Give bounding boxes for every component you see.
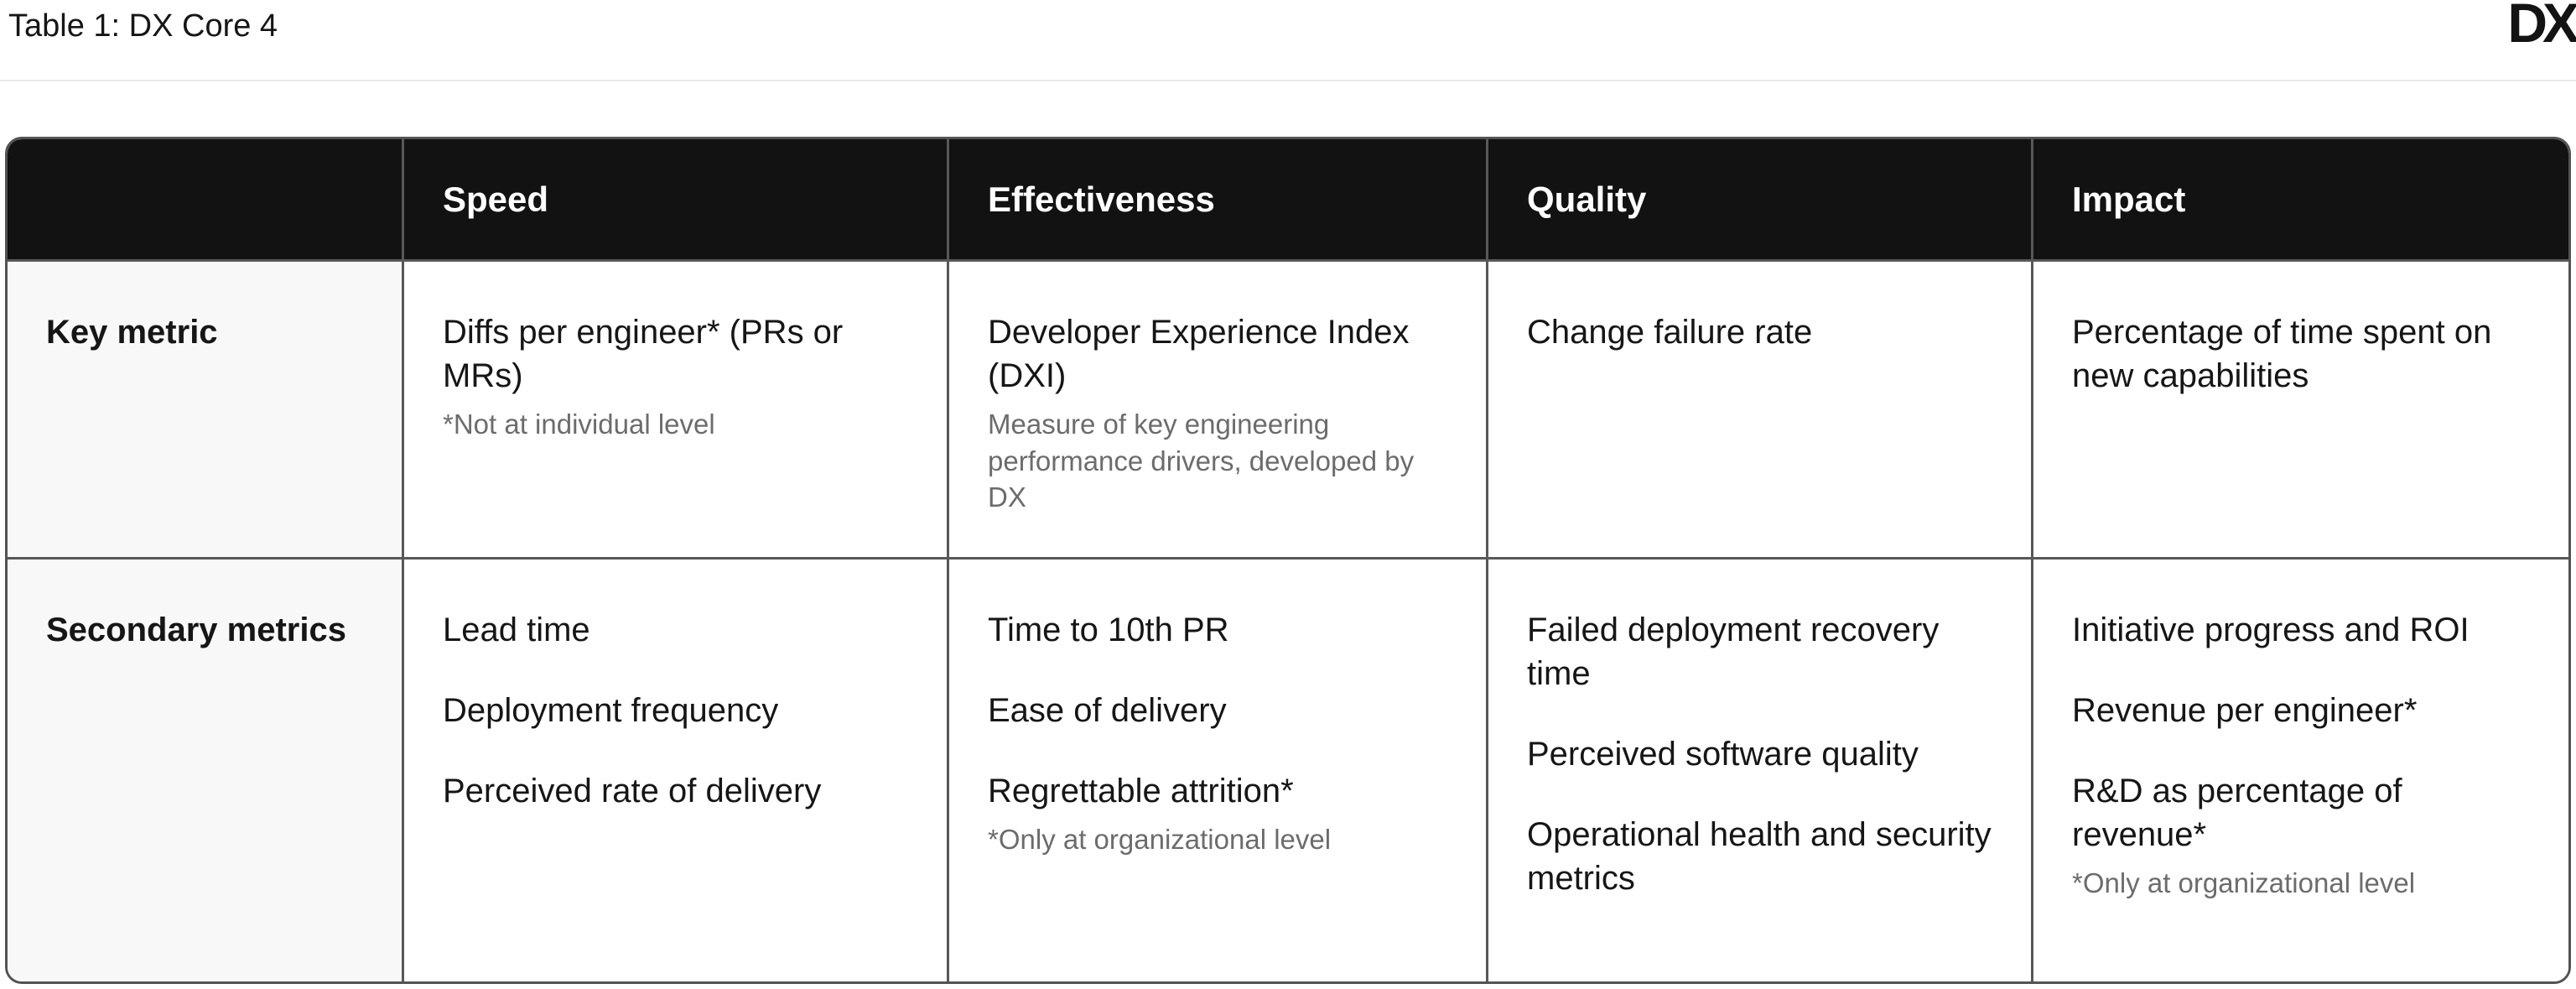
metric-item: Ease of delivery: [988, 689, 1454, 732]
metric-item: Operational health and security metrics: [1527, 813, 1999, 900]
metric-item: Revenue per engineer*: [2072, 689, 2537, 732]
table-corner-cell: [8, 139, 404, 262]
metric-footnote: *Only at organizational level: [988, 824, 1332, 855]
row-label-secondary-metrics: Secondary metrics: [8, 560, 404, 981]
row-label-text: Secondary metrics: [46, 612, 346, 648]
metric-main-text: Deployment frequency: [443, 692, 779, 729]
column-header-impact: Impact: [2033, 139, 2568, 262]
top-bar: Table 1: DX Core 4 DX: [0, 0, 2576, 81]
metric-item: Initiative progress and ROI: [2072, 608, 2537, 652]
page-title: Table 1: DX Core 4: [8, 8, 278, 44]
metric-main-text: R&D as percentage of revenue*: [2072, 773, 2402, 853]
column-header-label: Impact: [2072, 179, 2186, 219]
metric-main-text: Perceived software quality: [1527, 736, 1919, 773]
metric-item: Perceived software quality: [1527, 732, 1999, 776]
row-label-key-metric: Key metric: [8, 262, 404, 560]
metric-main-text: Perceived rate of delivery: [443, 773, 822, 809]
cell-secondary-metrics-effectiveness: Time to 10th PR Ease of delivery Regrett…: [949, 560, 1488, 981]
cell-secondary-metrics-quality: Failed deployment recovery time Perceive…: [1488, 560, 2033, 981]
metric-footnote: *Only at organizational level: [2072, 867, 2416, 898]
metric-main-text: Regrettable attrition*: [988, 773, 1294, 809]
metric-item: Percentage of time spent on new capabili…: [2072, 310, 2537, 398]
metric-item: Diffs per engineer* (PRs or MRs) *Not at…: [443, 310, 915, 443]
metric-footnote: *Not at individual level: [443, 409, 715, 440]
metric-item: Lead time: [443, 608, 915, 652]
cell-key-metric-quality: Change failure rate: [1488, 262, 2033, 560]
column-header-label: Quality: [1527, 179, 1647, 219]
metric-item: Time to 10th PR: [988, 608, 1454, 652]
metric-item: Regrettable attrition* *Only at organiza…: [988, 769, 1454, 858]
metric-main-text: Change failure rate: [1527, 314, 1813, 351]
metric-main-text: Revenue per engineer*: [2072, 692, 2418, 729]
metric-main-text: Developer Experience Index (DXI): [988, 314, 1410, 394]
metric-item: Deployment frequency: [443, 689, 915, 732]
dx-logo: DX: [2507, 0, 2576, 54]
core4-table: Speed Effectiveness Quality Impact Key m…: [5, 137, 2571, 984]
column-header-quality: Quality: [1488, 139, 2033, 262]
metric-item: Developer Experience Index (DXI) Measure…: [988, 310, 1454, 516]
cell-key-metric-effectiveness: Developer Experience Index (DXI) Measure…: [949, 262, 1488, 560]
metric-main-text: Percentage of time spent on new capabili…: [2072, 314, 2492, 394]
metric-footnote: Measure of key engineering performance d…: [988, 409, 1415, 513]
metric-main-text: Time to 10th PR: [988, 612, 1229, 648]
cell-secondary-metrics-impact: Initiative progress and ROI Revenue per …: [2033, 560, 2568, 981]
metric-main-text: Diffs per engineer* (PRs or MRs): [443, 314, 844, 394]
metric-item: Perceived rate of delivery: [443, 769, 915, 813]
metric-item: Failed deployment recovery time: [1527, 608, 1999, 695]
metric-main-text: Lead time: [443, 612, 590, 648]
column-header-label: Speed: [443, 179, 549, 219]
cell-key-metric-speed: Diffs per engineer* (PRs or MRs) *Not at…: [404, 262, 949, 560]
metric-main-text: Failed deployment recovery time: [1527, 612, 1940, 692]
metric-main-text: Initiative progress and ROI: [2072, 612, 2470, 648]
metric-main-text: Ease of delivery: [988, 692, 1227, 729]
column-header-effectiveness: Effectiveness: [949, 139, 1488, 262]
column-header-speed: Speed: [404, 139, 949, 262]
cell-secondary-metrics-speed: Lead time Deployment frequency Perceived…: [404, 560, 949, 981]
metric-main-text: Operational health and security metrics: [1527, 816, 1992, 897]
metric-item: R&D as percentage of revenue* *Only at o…: [2072, 769, 2537, 902]
cell-key-metric-impact: Percentage of time spent on new capabili…: [2033, 262, 2568, 560]
column-header-label: Effectiveness: [988, 179, 1215, 219]
row-label-text: Key metric: [46, 314, 218, 351]
metric-item: Change failure rate: [1527, 310, 1999, 354]
